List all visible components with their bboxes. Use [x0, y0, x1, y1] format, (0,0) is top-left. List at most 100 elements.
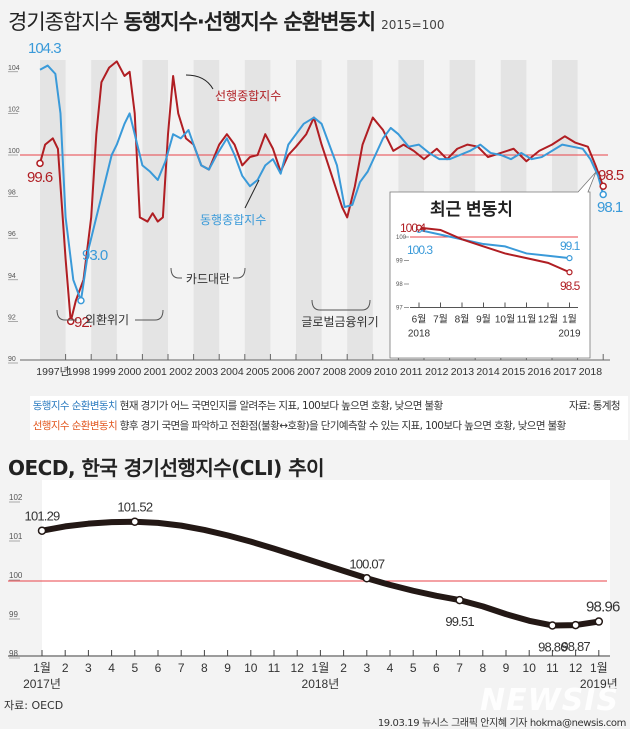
- year-band: [91, 60, 117, 360]
- inset-label: 100.4: [400, 221, 426, 235]
- note-coincident-text: 현재 경기가 어느 국면인지를 알려주는 지표, 100보다 높으면 호황, 낮…: [119, 400, 444, 412]
- x-tick-label: 2007: [297, 366, 321, 378]
- cli-marker: [548, 621, 557, 630]
- inset-marker: [566, 269, 573, 276]
- x-tick-label: 2004: [220, 366, 244, 378]
- inset-x-label: 9월: [476, 314, 491, 326]
- cli-value-label: 98.86: [538, 639, 567, 654]
- x-tick-label: 11: [546, 661, 559, 675]
- x-tick-label: 2002: [169, 366, 193, 378]
- year-band: [193, 60, 220, 360]
- x-tick-label: 2001: [144, 366, 168, 378]
- note-leading-label: 선행지수 순환변동치: [32, 420, 118, 432]
- note-leading: 선행지수 순환변동치 향후 경기 국면을 파악하고 전환점(불황↔호황)을 단기…: [30, 416, 628, 436]
- y-tick-label: 99: [9, 610, 18, 619]
- y-tick-label: 94: [8, 273, 16, 280]
- inset-year: 2018: [408, 329, 431, 340]
- x-tick-label: 5: [410, 661, 417, 675]
- x-tick-label: 2008: [323, 366, 347, 378]
- inset-x-label: 7월: [433, 314, 448, 326]
- x-tick-label: 4: [387, 661, 394, 675]
- oecd-title: OECD, 한국 경기선행지수(CLI) 추이: [8, 456, 325, 480]
- arrow: [185, 74, 214, 90]
- x-tick-label: 10: [523, 661, 537, 675]
- inset-y-tick: 97: [396, 306, 403, 312]
- x-tick-label: 3: [363, 661, 370, 675]
- arrow: [244, 179, 260, 209]
- inset-x-label: 1월: [562, 314, 577, 326]
- x-tick-label: 2015: [502, 366, 526, 378]
- year-label: 2017년: [23, 677, 61, 691]
- cli-marker: [571, 620, 580, 630]
- inset-title: 최근 변동치: [430, 200, 513, 219]
- x-tick-label: 3: [85, 661, 92, 675]
- x-tick-label: 9: [503, 661, 510, 675]
- value-label: 99.6: [27, 169, 53, 186]
- recent-inset: 최근 변동치 97 98 99 100 6월 7월 8월 9월 10월 11월 12월 1월 2018 20…: [389, 171, 597, 359]
- value-label: 104.3: [28, 40, 61, 57]
- x-tick-label: 4: [108, 661, 115, 675]
- y-tick-label: 90: [8, 356, 16, 363]
- annotation-crisis2: 카드대란: [186, 272, 230, 286]
- cli-marker: [455, 595, 464, 605]
- cli-marker: [37, 526, 47, 535]
- x-tick-label: 2014: [476, 366, 500, 378]
- x-tick-label: 2000: [118, 366, 142, 378]
- x-tick-label: 12: [569, 661, 583, 675]
- inset-x-label: 11월: [517, 314, 537, 326]
- x-tick-label: 8: [201, 661, 208, 675]
- bracket: [311, 299, 371, 311]
- value-label: 98.1: [597, 199, 623, 216]
- bracket: [56, 309, 164, 321]
- inset-x-label: 8월: [455, 314, 470, 326]
- y-tick-label: 98: [9, 649, 18, 658]
- legend-notes: 동행지수 순환변동치 현재 경기가 어느 국면인지를 알려주는 지표, 100보…: [30, 396, 628, 440]
- x-tick-label: 9: [224, 661, 231, 675]
- x-tick-label: 2006: [272, 366, 296, 378]
- cli-value-label: 98.96: [586, 599, 620, 616]
- inset-marker: [566, 255, 573, 262]
- x-tick-label: 6: [155, 661, 162, 675]
- y-tick-label: 104: [8, 65, 20, 72]
- y-tick-label: 101: [9, 532, 23, 541]
- cli-marker: [130, 517, 140, 526]
- x-tick-label: 2011: [400, 366, 423, 378]
- note-coincident-label: 동행지수 순환변동치: [32, 400, 118, 412]
- inset-label: 98.5: [560, 279, 581, 293]
- x-tick-label: 6: [433, 661, 440, 675]
- y-tick-label: 98: [8, 190, 16, 197]
- x-tick-label: 2010: [374, 366, 398, 378]
- leading-low-marker: [66, 317, 75, 326]
- source-note: 자료: 통계청: [569, 400, 621, 412]
- year-label: 2018년: [302, 677, 340, 691]
- x-tick-label: 1998: [67, 366, 91, 378]
- cli-marker: [362, 574, 372, 583]
- inset-y-tick: 99: [396, 259, 403, 265]
- inset-marker: [415, 224, 423, 231]
- title-main: 동행지수·선행지수 순환변동치: [123, 10, 376, 34]
- x-tick-label: 8: [479, 661, 486, 675]
- x-tick-label: 2016: [528, 366, 552, 378]
- cli-value-label: 98.87: [561, 639, 590, 654]
- inset-x-label: 12월: [538, 314, 558, 326]
- leading-name-label: 선행종합지수: [215, 88, 281, 103]
- coincident-name-label: 동행종합지수: [200, 212, 266, 227]
- x-tick-label: 2: [62, 661, 69, 675]
- x-tick-label: 7: [178, 661, 185, 675]
- value-label: 92.: [74, 314, 92, 331]
- x-tick-label: 2018: [579, 366, 603, 378]
- y-tick-label: 100: [8, 148, 20, 155]
- inset-y-tick: 100: [396, 235, 407, 241]
- year-label: 2019년: [580, 677, 618, 691]
- x-tick-label: 1월: [33, 661, 51, 675]
- coincident-end-marker: [599, 190, 607, 199]
- cli-value-label: 101.29: [25, 509, 61, 524]
- main-title: 경기종합지수 동행지수·선행지수 순환변동치 2015=100: [8, 6, 445, 36]
- inset-label: 99.1: [560, 239, 581, 253]
- x-tick-label: 12: [291, 661, 305, 675]
- inset-label: 100.3: [407, 243, 433, 257]
- y-tick-label: 102: [9, 493, 23, 502]
- value-label: 93.0: [82, 247, 108, 264]
- coincident-low-marker: [77, 296, 85, 305]
